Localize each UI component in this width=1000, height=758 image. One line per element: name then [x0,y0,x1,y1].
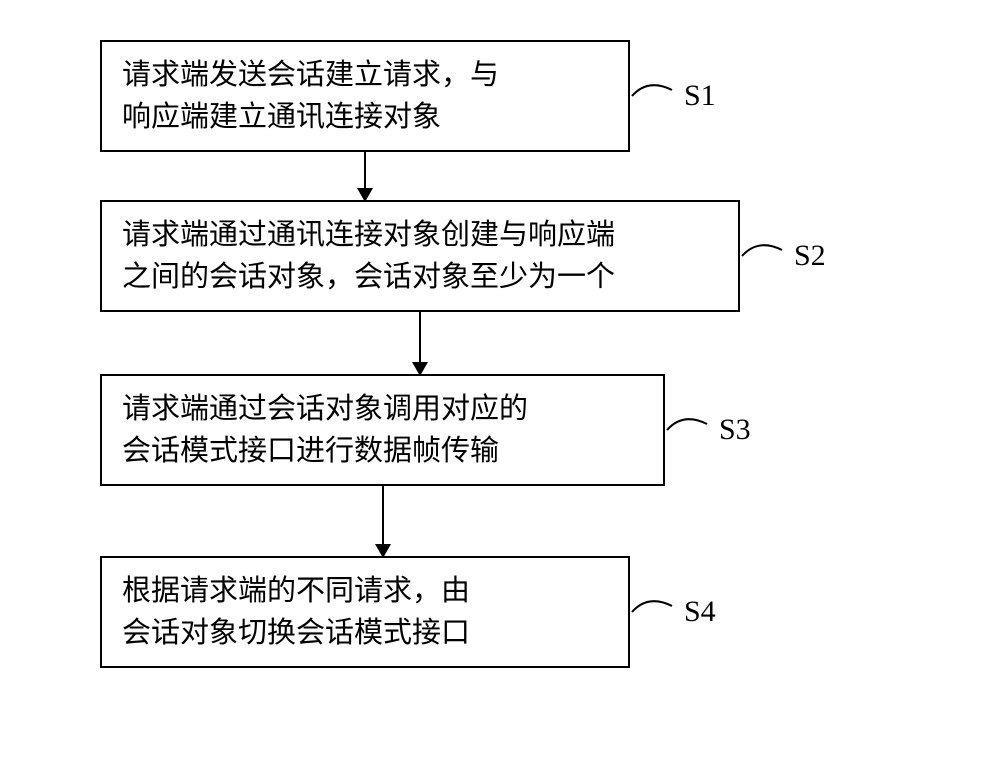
arrow-down-icon [382,486,384,556]
node-box-2: 请求端通过通讯连接对象创建与响应端 之间的会话对象，会话对象至少为一个 [100,200,740,312]
arrow-down-icon [419,312,421,374]
node-text-line: 请求端通过通讯连接对象创建与响应端 [122,214,718,256]
label-connector: S2 [740,236,826,276]
label-curve-icon [665,410,715,450]
label-connector: S1 [630,76,716,116]
label-connector: S3 [665,410,751,450]
node-label: S4 [684,595,716,629]
node-label: S3 [719,413,751,447]
node-text-line: 响应端建立通讯连接对象 [122,96,608,138]
label-curve-icon [630,592,680,632]
arrow-down-icon [364,152,366,200]
node-label: S1 [684,79,716,113]
node-box-4: 根据请求端的不同请求，由 会话对象切换会话模式接口 [100,556,630,668]
flowchart-node-2: 请求端通过通讯连接对象创建与响应端 之间的会话对象，会话对象至少为一个 S2 [100,200,900,312]
flowchart-node-4: 根据请求端的不同请求，由 会话对象切换会话模式接口 S4 [100,556,900,668]
flowchart-node-3: 请求端通过会话对象调用对应的 会话模式接口进行数据帧传输 S3 [100,374,900,486]
node-text-line: 根据请求端的不同请求，由 [122,570,608,612]
node-text-line: 之间的会话对象，会话对象至少为一个 [122,256,718,298]
node-text-line: 会话模式接口进行数据帧传输 [122,430,643,472]
node-label: S2 [794,239,826,273]
node-box-1: 请求端发送会话建立请求，与 响应端建立通讯连接对象 [100,40,630,152]
arrow-container-2 [100,312,740,374]
flowchart-node-1: 请求端发送会话建立请求，与 响应端建立通讯连接对象 S1 [100,40,900,152]
node-text-line: 会话对象切换会话模式接口 [122,612,608,654]
node-text-line: 请求端发送会话建立请求，与 [122,54,608,96]
flowchart-container: 请求端发送会话建立请求，与 响应端建立通讯连接对象 S1 请求端通过通讯连接对象… [100,40,900,668]
label-connector: S4 [630,592,716,632]
node-box-3: 请求端通过会话对象调用对应的 会话模式接口进行数据帧传输 [100,374,665,486]
label-curve-icon [630,76,680,116]
arrow-container-3 [100,486,665,556]
label-curve-icon [740,236,790,276]
arrow-container-1 [100,152,630,200]
node-text-line: 请求端通过会话对象调用对应的 [122,388,643,430]
